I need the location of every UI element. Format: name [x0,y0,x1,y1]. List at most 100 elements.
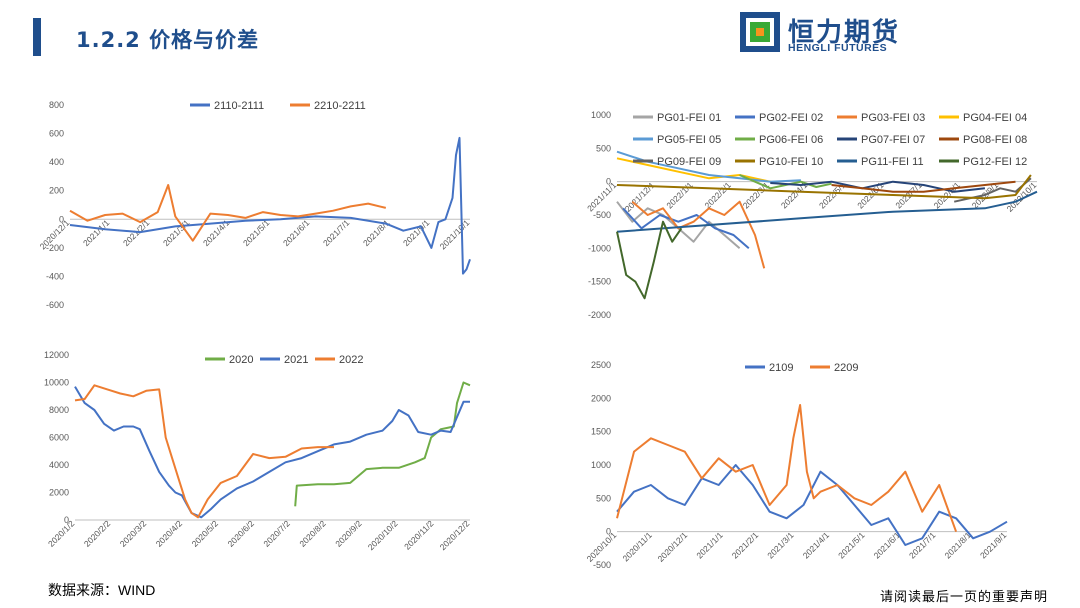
y-tick-label: 200 [49,186,64,196]
y-tick-label: 800 [49,100,64,110]
x-tick-label: 2020/9/2 [333,518,364,549]
series-line [831,180,1016,193]
series-line [770,180,986,193]
x-tick-label: 2021/5/1 [836,530,867,561]
legend-label: PG11-FEI 11 [861,156,924,168]
x-tick-label: 2022/10/1 [1005,180,1039,214]
y-tick-label: 6000 [49,433,69,443]
y-tick-label: 0 [606,177,611,187]
x-tick-label: 2020/10/2 [366,518,400,552]
y-tick-label: -1500 [588,277,611,287]
x-tick-label: 2021/5/1 [241,217,272,248]
x-tick-label: 2021/6/1 [281,217,312,248]
series-line [69,136,471,275]
legend-label: 2021 [284,354,308,366]
chart-price-by-year: 12000 10000 8000 6000 4000 2000 0 2020/1/2 2020/… [40,345,490,585]
legend-label: 2110-2111 [214,100,264,112]
series-line [69,184,387,242]
series-line [616,174,1032,200]
chart-2109-2209: 2500 2000 1500 1000 500 0 -500 2020/10/1 2020/11… [575,355,1050,585]
y-tick-label: 0 [606,527,611,537]
y-tick-label: 0 [59,214,64,224]
y-tick-label: 0 [64,515,69,525]
x-tick-label: 2020/4/2 [154,518,185,549]
legend-label: 2022 [339,354,363,366]
x-tick-label: 2022/3/1 [741,180,772,211]
legend-label: PG03-FEI 03 [861,112,925,124]
x-tick-label: 2021/10/1 [438,217,472,251]
data-source: 数据来源：WIND [48,582,156,598]
page-title: 1.2.2 价格与价差 [76,28,260,52]
x-tick-label: 2020/3/2 [118,518,149,549]
series-line [953,177,1032,203]
y-tick-label: -500 [593,210,611,220]
company-logo: 恒力期货 HENGLI FUTURES [740,12,910,56]
legend-label: 2210-2211 [314,100,366,112]
y-tick-label: 4000 [49,460,69,470]
x-tick-label: 2020/10/1 [585,530,619,564]
y-tick-label: 1000 [591,460,611,470]
x-tick-label: 2021/2/1 [730,530,761,561]
x-tick-label: 2021/3/1 [765,530,796,561]
x-tick-label: 2020/12/2 [438,518,472,552]
x-tick-label: 2021/4/1 [801,530,832,561]
y-tick-label: 8000 [49,405,69,415]
series-line [631,200,766,269]
logo-text-cn: 恒力期货 [788,18,901,48]
series-line [616,190,1038,233]
logo-mark-icon [740,12,780,52]
logo-text-en: HENGLI FUTURES [788,42,888,54]
x-tick-label: 2020/8/2 [297,518,328,549]
y-tick-label: 2000 [49,488,69,498]
series-line [616,464,1008,546]
x-tick-label: 2020/11/1 [621,530,655,564]
y-tick-label: 1000 [591,110,611,120]
y-tick-label: 1500 [591,427,611,437]
y-tick-label: 2000 [591,393,611,403]
legend-label: PG06-FEI 06 [759,134,823,146]
legend-label: PG01-FEI 01 [657,112,721,124]
series-line [294,381,471,507]
legend-label: PG09-FEI 09 [657,156,721,168]
legend-label: 2109 [769,362,793,374]
y-tick-label: 500 [596,143,611,153]
legend-label: PG05-FEI 05 [657,134,721,146]
legend-label: 2020 [229,354,253,366]
x-tick-label: 2021/7/1 [321,217,352,248]
legend-label: PG08-FEI 08 [963,134,1027,146]
y-tick-label: -1000 [588,243,611,253]
legend-label: PG07-FEI 07 [861,134,925,146]
x-tick-label: 2021/11/1 [585,180,619,214]
disclaimer: 请阅读最后一页的重要声明 [880,590,1049,605]
x-tick-label: 2020/1/2 [46,518,77,549]
y-tick-label: -2000 [588,310,611,320]
y-tick-label: -400 [46,271,64,281]
legend-label: 2209 [834,362,858,374]
x-tick-label: 2020/12/1 [656,530,690,564]
x-tick-label: 2022/8/1 [932,180,963,211]
series-line [74,386,470,519]
y-tick-label: 2500 [591,360,611,370]
chart-spread-2110-2111: 800 600 400 200 0 -200 -400 -600 2020/12/1 2021/1… [38,90,490,330]
x-tick-label: 2020/5/2 [190,518,221,549]
x-tick-label: 2020/2/2 [82,518,113,549]
y-tick-label: 400 [49,157,64,167]
y-tick-label: 12000 [44,350,69,360]
x-tick-label: 2020/7/2 [261,518,292,549]
series-line [74,384,334,519]
legend-label: PG04-FEI 04 [963,112,1027,124]
series-line [616,220,683,300]
series-line [622,207,750,250]
y-tick-label: -500 [593,560,611,570]
series-line [616,404,958,533]
x-tick-label: 2020/11/2 [402,518,436,552]
legend-label: PG12-FEI 12 [963,156,1027,168]
y-tick-label: -600 [46,300,64,310]
y-tick-label: 10000 [44,378,69,388]
y-tick-label: 500 [596,493,611,503]
x-tick-label: 2021/1/1 [81,217,112,248]
